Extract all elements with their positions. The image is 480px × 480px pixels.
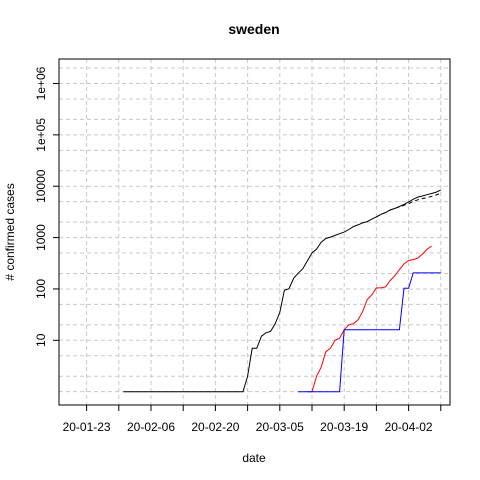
series-line-black-dashed (376, 192, 441, 218)
y-tick-label: 1e+05 (34, 118, 48, 152)
y-tick-label: 100 (34, 279, 48, 299)
chart-title: sweden (228, 21, 279, 37)
y-tick-label: 10000 (34, 169, 48, 203)
plot-frame (58, 58, 451, 406)
y-tick-label: 1000 (34, 224, 48, 251)
x-tick-label: 20-03-19 (320, 420, 368, 434)
x-axis-label: date (242, 451, 266, 465)
grid (59, 59, 450, 405)
x-tick-label: 20-02-20 (191, 420, 239, 434)
series-line-black (123, 189, 441, 393)
x-tick-label: 20-01-23 (63, 420, 111, 434)
y-tick-label: 1e+06 (34, 66, 48, 100)
x-axis: 20-01-23 20-02-06 20-02-20 20-03-05 20-03-19… (63, 404, 442, 434)
x-tick-label: 20-03-05 (256, 420, 304, 434)
x-tick-label: 20-04-02 (385, 420, 433, 434)
series-line-blue (298, 272, 441, 393)
y-axis: 10 100 1000 10000 1e+05 1e+06 (34, 66, 60, 347)
x-tick-label: 20-02-06 (127, 420, 175, 434)
y-axis-label: # confirmed cases (3, 183, 17, 280)
y-tick-label: 10 (34, 333, 48, 347)
series-group (123, 189, 441, 393)
series-line-red (307, 245, 432, 393)
